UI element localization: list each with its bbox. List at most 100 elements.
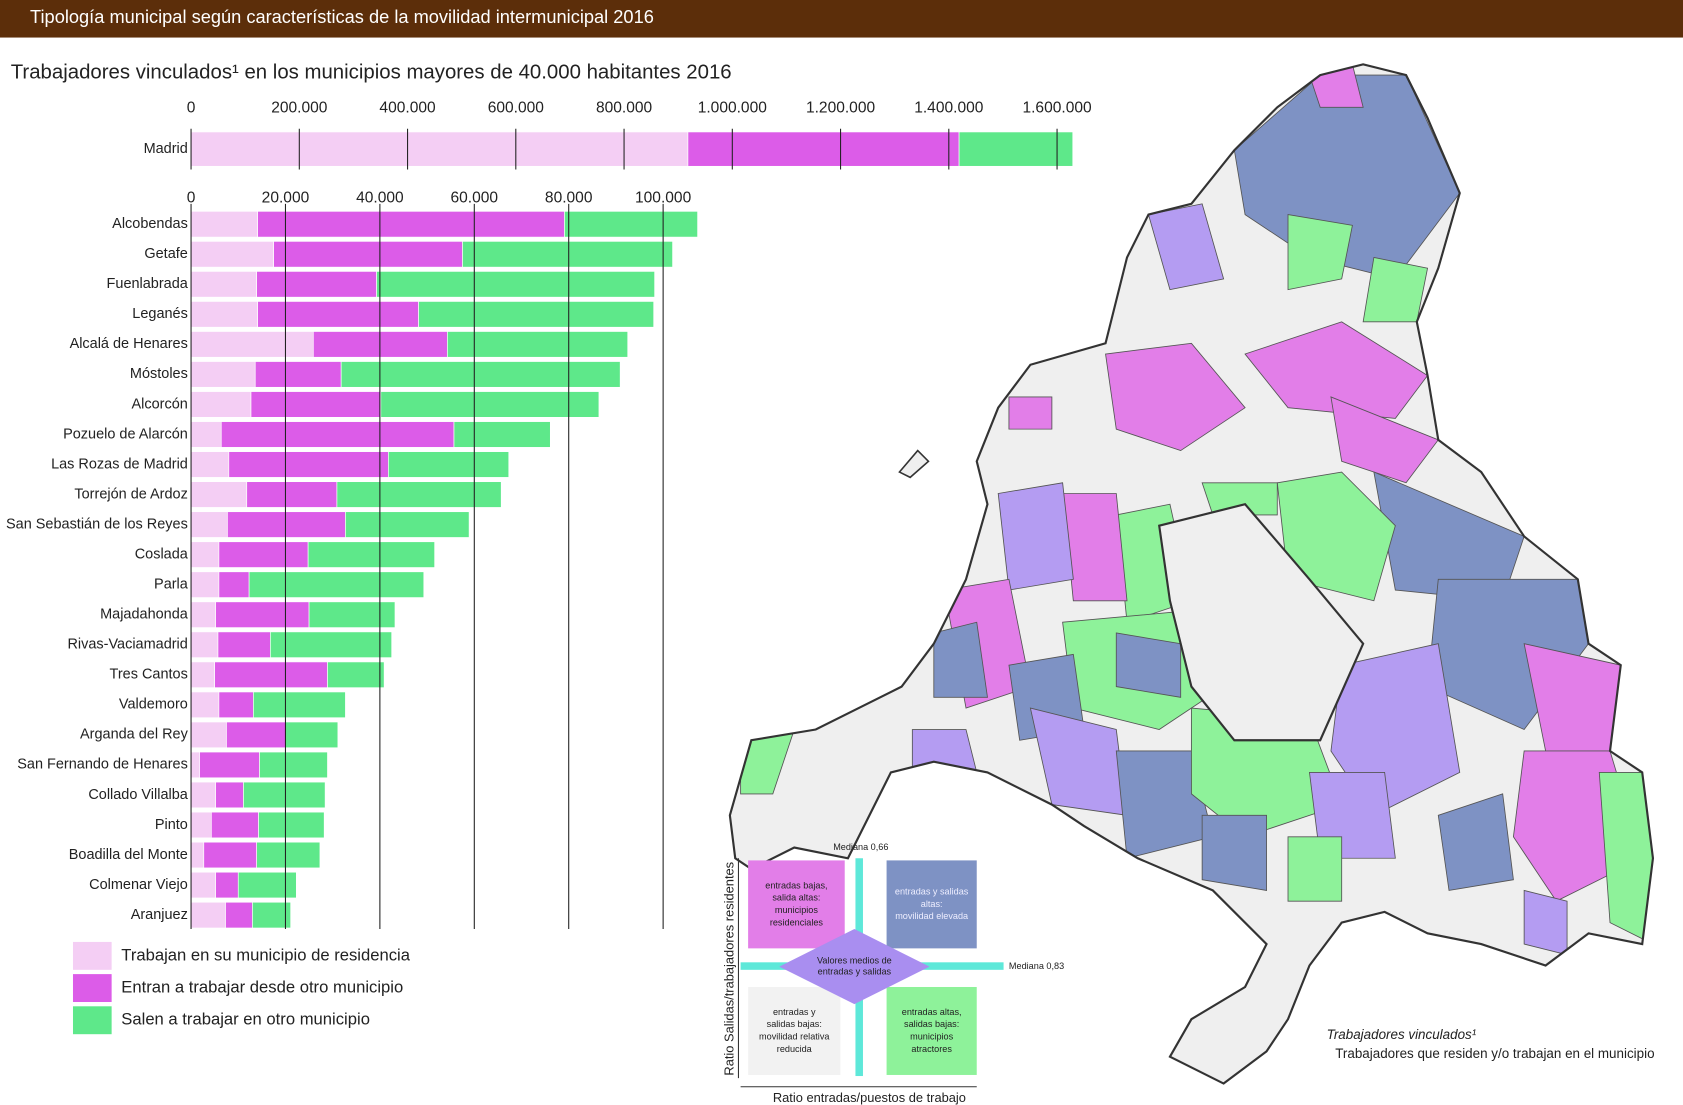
bar-segment xyxy=(336,481,502,508)
x-tick-label: 60.000 xyxy=(451,190,499,207)
bar-segment xyxy=(327,661,385,688)
bar-segment xyxy=(199,751,260,779)
quadrant-label: reducida xyxy=(777,1044,813,1054)
category-label: Móstoles xyxy=(130,366,188,382)
bar-segment xyxy=(308,601,396,628)
category-label: Torrejón de Ardoz xyxy=(74,486,187,502)
bar-segment xyxy=(257,211,565,238)
bar-segment xyxy=(462,241,673,268)
bar-segment xyxy=(190,451,230,478)
category-label: Rivas-Vaciamadrid xyxy=(67,637,187,653)
category-label: Getafe xyxy=(144,246,187,262)
bar-segment xyxy=(211,811,259,839)
x-tick-label: 0 xyxy=(187,190,196,207)
category-label: Fuenlabrada xyxy=(107,276,189,292)
bar-segment xyxy=(257,301,419,328)
legend-label: Entran a trabajar desde otro municipio xyxy=(121,977,403,996)
bar-segment xyxy=(190,721,227,749)
quadrant-label: entradas bajas, xyxy=(765,880,827,890)
bar-segment xyxy=(254,361,342,388)
category-label: Majadahonda xyxy=(100,607,189,623)
category-label: Tres Cantos xyxy=(110,667,188,683)
bar-segment xyxy=(345,511,470,538)
bar-segment xyxy=(220,421,455,448)
bar-segment xyxy=(214,661,328,688)
bar-segment xyxy=(227,511,346,538)
diagram-x-label: Ratio entradas/puestos de trabajo xyxy=(773,1090,966,1105)
bar-segment xyxy=(215,781,244,809)
bar-segment xyxy=(218,691,254,719)
center-label: entradas y salidas xyxy=(818,966,892,976)
category-label: Coslada xyxy=(135,546,189,562)
bar-segment xyxy=(243,781,326,809)
bar-segment xyxy=(190,691,220,719)
category-label: San Sebastián de los Reyes xyxy=(6,516,188,532)
bar-segment xyxy=(190,781,216,809)
x-tick-label: 1.200.000 xyxy=(806,99,876,116)
bar-segment xyxy=(215,871,239,899)
bar-segment xyxy=(190,361,256,388)
bar-segment xyxy=(190,391,252,418)
category-label: Parla xyxy=(154,577,189,593)
bar-segment xyxy=(215,601,310,628)
bar-segment xyxy=(218,541,309,568)
map xyxy=(728,63,1655,1085)
bar-segment xyxy=(190,211,258,238)
bar-segment xyxy=(190,331,314,358)
bar-segment xyxy=(250,391,382,418)
x-tick-label: 20.000 xyxy=(262,190,310,207)
bar-segment xyxy=(190,661,215,688)
bar-segment xyxy=(248,571,425,598)
x-tick-label: 800.000 xyxy=(596,99,653,116)
quadrant xyxy=(748,986,841,1075)
quadrant-label: municipios xyxy=(910,1032,953,1042)
category-label: Alcorcón xyxy=(132,396,188,412)
bar-segment xyxy=(190,631,219,658)
chart-title: Trabajadores vinculados¹ en los municipi… xyxy=(11,61,732,83)
median-label: Mediana 0,66 xyxy=(833,842,888,852)
bar-segment xyxy=(190,811,212,839)
bar-segment xyxy=(190,131,689,167)
category-label: Valdemoro xyxy=(119,697,188,713)
bar-segment xyxy=(259,751,328,779)
category-label: Leganés xyxy=(132,306,188,322)
quadrant xyxy=(886,986,977,1075)
bar-segment xyxy=(418,301,655,328)
quadrant-label: altas: xyxy=(921,899,943,909)
bar-segment xyxy=(285,721,339,749)
bar-segment xyxy=(190,871,216,899)
bar-segment xyxy=(958,131,1074,167)
legend-swatch xyxy=(72,941,112,970)
quadrant xyxy=(886,860,977,949)
x-tick-label: 80.000 xyxy=(545,190,593,207)
quadrant-label: entradas altas, xyxy=(902,1007,962,1017)
bar-segment xyxy=(687,131,960,167)
note-definition: Trabajadores que residen y/o trabajan en… xyxy=(1335,1046,1654,1061)
x-tick-label: 400.000 xyxy=(379,99,436,116)
bar-segment xyxy=(307,541,435,568)
quadrant-label: movilidad elevada xyxy=(895,911,969,921)
quadrant-label: movilidad relativa xyxy=(759,1032,830,1042)
bar-segment xyxy=(380,391,600,418)
category-label: Arganda del Rey xyxy=(80,727,189,743)
category-label: Pozuelo de Alarcón xyxy=(63,426,188,442)
bar-segment xyxy=(190,901,226,929)
bar-segment xyxy=(453,421,551,448)
bar-segment xyxy=(340,361,621,388)
bar-segment xyxy=(190,751,200,779)
category-label: Collado Villalba xyxy=(88,787,188,803)
map-municipalities xyxy=(740,64,1653,956)
quadrant xyxy=(748,860,845,949)
category-label: Colmenar Viejo xyxy=(89,877,188,893)
quadrant-label: salida altas: xyxy=(772,893,820,903)
x-tick-label: 1.400.000 xyxy=(914,99,984,116)
bar-segment xyxy=(256,271,377,298)
bar-segment xyxy=(270,631,393,658)
x-tick-label: 1.600.000 xyxy=(1022,99,1092,116)
bar-segment xyxy=(190,601,216,628)
quadrant-label: salidas bajas: xyxy=(904,1019,959,1029)
bar-segment xyxy=(564,211,698,238)
bar-segment xyxy=(218,571,250,598)
